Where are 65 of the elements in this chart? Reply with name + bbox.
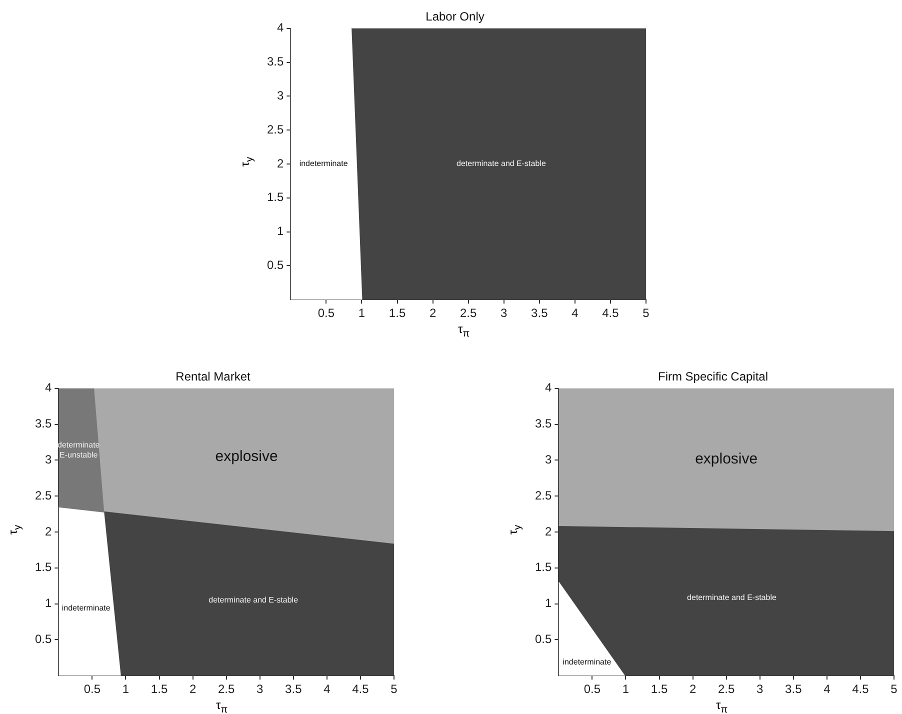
chart-title: Labor Only <box>426 10 484 24</box>
x-tick-label: 4 <box>572 306 579 320</box>
y-tick-label: 3.5 <box>266 54 284 69</box>
y-tick-label: 1 <box>276 224 284 238</box>
x-tick-label: 3 <box>256 682 264 696</box>
series-label: indeterminate <box>299 159 348 168</box>
x-tick-label: 2 <box>689 682 696 696</box>
x-tick-label: 1 <box>622 682 630 696</box>
x-axis-title: τ$_{π}$ <box>716 698 728 714</box>
x-tick-label: 2.5 <box>718 682 736 696</box>
y-tick-label: 2.5 <box>534 488 552 502</box>
x-tick-label: 1.5 <box>150 682 168 696</box>
chart-title: Firm Specific Capital <box>658 370 768 384</box>
y-tick-label: 3.5 <box>34 416 52 431</box>
y-tick-label: 1 <box>44 596 52 610</box>
y-tick-label: 0.5 <box>266 258 284 272</box>
y-tick-label: 1.5 <box>266 190 284 204</box>
x-tick-label: 3 <box>756 682 764 696</box>
series-label: determinate and E-stable <box>687 592 777 602</box>
y-tick-label: 2 <box>544 524 552 538</box>
x-tick-label: 2.5 <box>218 682 236 696</box>
y-tick-label: 1 <box>544 596 552 610</box>
y-tick-label: 2.5 <box>266 122 284 136</box>
x-tick-label: 4.5 <box>852 682 870 696</box>
x-tick-label: 3 <box>500 306 508 320</box>
x-tick-label: 3.5 <box>785 682 802 696</box>
y-tick-label: 4 <box>276 20 284 35</box>
y-tick-label: 3 <box>44 452 52 467</box>
series-label: indeterminate <box>62 603 111 612</box>
x-tick-label: 4 <box>324 682 331 696</box>
y-tick-label: 1.5 <box>34 560 52 574</box>
y-tick-label: 3 <box>276 88 284 103</box>
y-tick-label: 4 <box>44 380 52 395</box>
series-label: explosive <box>695 450 758 468</box>
x-axis-title: τ$_{π}$ <box>216 698 228 714</box>
x-tick-label: 2 <box>189 682 196 696</box>
x-tick-label: 1 <box>358 306 366 320</box>
x-tick-label: 2 <box>429 306 436 320</box>
y-tick-label: 0.5 <box>534 632 552 646</box>
x-tick-label: 4.5 <box>352 682 370 696</box>
y-tick-label: 3 <box>544 452 552 467</box>
series-label: determinate and E-stable <box>456 159 546 168</box>
x-tick-label: 4 <box>824 682 831 696</box>
y-tick-label: 2 <box>44 524 52 538</box>
x-tick-label: 0.5 <box>584 682 601 696</box>
y-tick-label: 1.5 <box>534 560 552 574</box>
x-tick-label: 5 <box>890 682 898 696</box>
y-tick-label: 2 <box>276 156 284 170</box>
x-tick-label: 5 <box>390 682 398 696</box>
x-tick-label: 0.5 <box>84 682 101 696</box>
x-tick-label: 5 <box>642 306 650 320</box>
y-tick-label: 4 <box>544 380 552 395</box>
x-tick-label: 1.5 <box>650 682 668 696</box>
x-tick-label: 0.5 <box>318 306 335 320</box>
series-label: indeterminate <box>562 658 612 667</box>
x-tick-label: 1.5 <box>388 306 406 320</box>
y-tick-label: 3.5 <box>534 416 552 431</box>
x-tick-label: 4.5 <box>602 306 620 320</box>
x-tick-label: 1 <box>122 682 130 696</box>
series-label: determinate and E-stable <box>208 596 299 604</box>
x-tick-label: 2.5 <box>460 306 478 320</box>
chart-title: Rental Market <box>176 370 252 384</box>
y-tick-label: 2.5 <box>34 488 52 502</box>
y-tick-label: 0.5 <box>34 632 52 646</box>
x-axis-title: τ$_{π}$ <box>458 322 470 340</box>
